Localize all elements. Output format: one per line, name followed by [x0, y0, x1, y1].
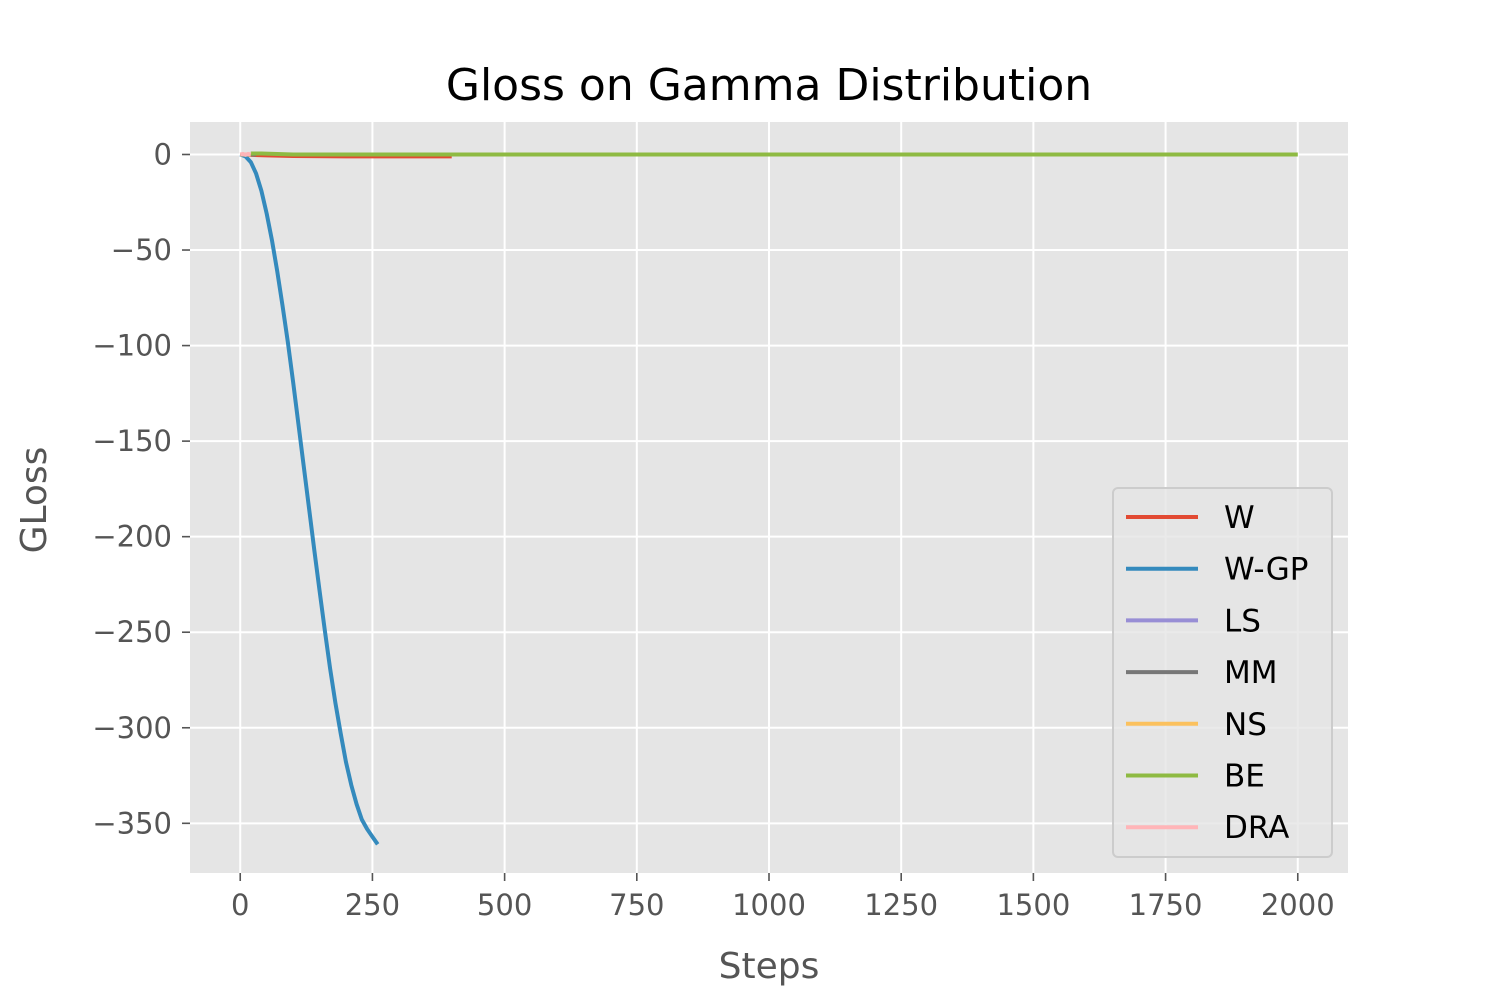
y-tick-label: 0: [154, 137, 172, 171]
y-tick-label: −50: [111, 233, 172, 267]
legend-label: W: [1224, 500, 1255, 536]
legend-label: NS: [1224, 707, 1267, 743]
x-tick-label: 250: [345, 888, 400, 922]
x-tick-label: 750: [609, 888, 664, 922]
y-tick-label: −100: [92, 329, 172, 363]
y-axis-label: GLoss: [14, 447, 55, 554]
x-tick-label: 2000: [1261, 888, 1335, 922]
legend: W W-GP LS MM NS BE DRA: [1112, 487, 1333, 858]
legend-label: W-GP: [1224, 552, 1308, 588]
x-tick-label: 500: [477, 888, 532, 922]
legend-box: [1112, 487, 1333, 858]
x-tick-label: 1000: [732, 888, 806, 922]
y-tick-label: −150: [92, 424, 172, 458]
legend-label: DRA: [1224, 810, 1289, 846]
x-tick-label: 0: [231, 888, 249, 922]
y-tick-label: −200: [92, 520, 172, 554]
legend-label: MM: [1224, 655, 1278, 691]
x-tick-label: 1750: [1129, 888, 1203, 922]
y-tick-label: −350: [92, 806, 172, 840]
series-line-dra: [239, 151, 252, 157]
series-line-w-gp: [239, 152, 380, 846]
legend-label: BE: [1224, 759, 1265, 795]
series-lines: [239, 151, 1298, 846]
x-tick-label: 1500: [996, 888, 1070, 922]
chart-title: Gloss on Gamma Distribution: [446, 60, 1092, 111]
y-tick-label: −300: [92, 711, 172, 745]
x-axis-label: Steps: [719, 946, 820, 987]
x-tick-label: 1250: [864, 888, 938, 922]
y-tick-label: −250: [92, 615, 172, 649]
legend-label: LS: [1224, 603, 1261, 639]
axis-ticks: 0 250 500 750 1000 1250 1500 1750 2000 0 −50 −100 −1…: [92, 137, 1334, 922]
series-line-be: [250, 151, 1298, 157]
